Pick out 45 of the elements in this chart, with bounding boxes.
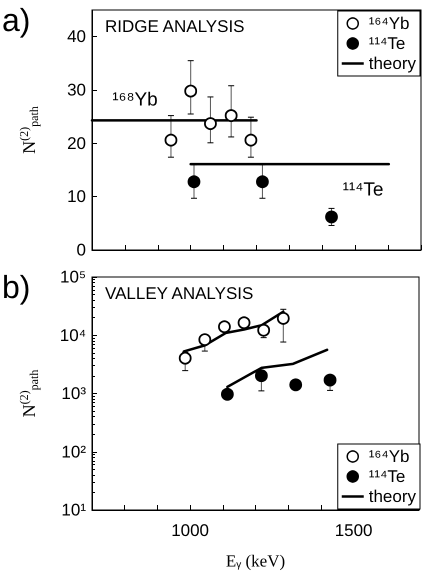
point (238, 316, 250, 330)
y-tick-label: 10² (61, 442, 86, 462)
point (276, 312, 290, 325)
y-tick-label: 10 (67, 187, 86, 206)
point (204, 117, 217, 130)
point (178, 352, 192, 365)
point (164, 134, 178, 147)
annotation: ¹¹⁴Te (342, 180, 384, 200)
point (289, 378, 302, 392)
point (220, 388, 234, 401)
annotation: ¹⁶⁸Yb (112, 90, 158, 110)
point (257, 324, 270, 337)
y-axis-title: N(2)path (17, 106, 41, 154)
chart-title: RIDGE ANALYSIS (105, 17, 245, 36)
y-tick-label: 10¹ (61, 500, 86, 520)
point (184, 84, 198, 98)
y-tick-label: 10⁴ (60, 326, 86, 345)
point (224, 109, 238, 122)
y-tick-label: 40 (67, 27, 86, 46)
x-tick-label: 1500 (334, 521, 373, 540)
legend-label: ¹⁶⁴Yb (368, 447, 410, 466)
text: b) (2, 269, 30, 305)
y-tick-label: 30 (67, 80, 86, 100)
chart-title: VALLEY ANALYSIS (105, 284, 254, 303)
legend-label: ¹⁶⁴Yb (368, 14, 410, 33)
point (218, 320, 231, 334)
y-axis-title: N(2)path (17, 370, 41, 418)
text: a) (2, 2, 30, 38)
point (324, 374, 336, 386)
point (325, 210, 338, 224)
y-tick-label: 10⁵ (60, 268, 86, 286)
point (256, 175, 269, 188)
x-axis-title: Eγ (keV) (226, 552, 286, 570)
point (244, 134, 258, 147)
legend-label: ¹¹⁴Te (368, 34, 406, 53)
point (254, 369, 268, 382)
y-tick-label: 0 (76, 240, 86, 260)
x-tick-label: 1000 (171, 521, 210, 540)
y-tick-label: 20 (67, 134, 86, 153)
y-tick-label: 10³ (61, 384, 86, 403)
legend-label: theory (368, 487, 416, 506)
point (188, 175, 200, 188)
legend-label: theory (368, 54, 416, 73)
point (198, 333, 212, 346)
legend-label: ¹¹⁴Te (368, 467, 406, 486)
